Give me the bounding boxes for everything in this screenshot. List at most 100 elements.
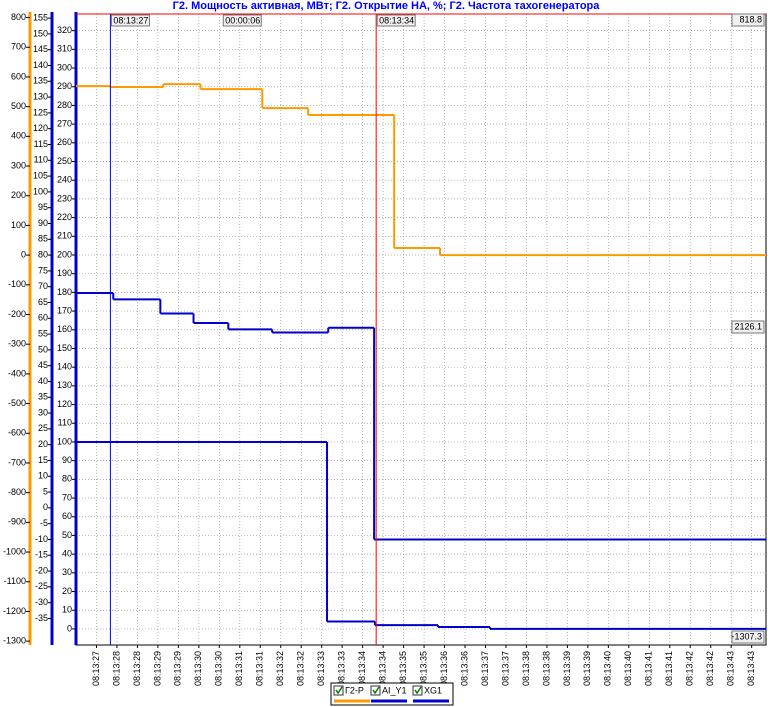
- x-tick-label: 08:13:31: [255, 651, 265, 686]
- y-tick-label: 85: [38, 234, 48, 244]
- y-tick-label: 80: [62, 474, 72, 484]
- x-tick-label: 08:13:42: [705, 651, 715, 686]
- y-tick-label: -1200: [3, 606, 26, 616]
- x-tick-label: 08:13:35: [398, 651, 408, 686]
- y-tick-label: 150: [33, 28, 48, 38]
- x-tick-label: 08:13:34: [377, 651, 387, 686]
- y-tick-label: 155: [33, 12, 48, 22]
- legend-label: AI_Y1: [382, 685, 407, 695]
- y-tick-label: 250: [57, 156, 72, 166]
- y-tick-label: 180: [57, 287, 72, 297]
- y-tick-label: 70: [62, 492, 72, 502]
- y-tick-label: 260: [57, 137, 72, 147]
- readout: -1307.3: [731, 631, 762, 641]
- y-tick-label: 120: [57, 399, 72, 409]
- y-tick-label: 15: [38, 455, 48, 465]
- y-tick-label: 10: [38, 471, 48, 481]
- legend-check: [414, 686, 422, 695]
- y-tick-label: -600: [8, 428, 26, 438]
- y-tick-label: 20: [38, 439, 48, 449]
- y-tick-label: 65: [38, 297, 48, 307]
- legend-label: Г2-P: [345, 685, 364, 695]
- y-tick-label: 35: [38, 392, 48, 402]
- y-tick-label: 0: [67, 623, 72, 633]
- y-tick-label: 70: [38, 281, 48, 291]
- y-tick-label: 125: [33, 107, 48, 117]
- x-tick-label: 08:13:37: [500, 651, 510, 686]
- legend-label: XG1: [424, 685, 442, 695]
- x-tick-label: 08:13:34: [357, 651, 367, 686]
- x-tick-label: 08:13:36: [459, 651, 469, 686]
- y-tick-label: -500: [8, 398, 26, 408]
- y-tick-label: -10: [35, 534, 48, 544]
- legend-check: [335, 686, 343, 695]
- y-tick-label: 45: [38, 360, 48, 370]
- y-tick-label: 50: [62, 530, 72, 540]
- y-tick-label: 230: [57, 193, 72, 203]
- y-tick-label: 105: [33, 170, 48, 180]
- x-tick-label: 08:13:43: [746, 651, 756, 686]
- y-tick-label: 95: [38, 202, 48, 212]
- y-tick-label: 40: [62, 549, 72, 559]
- y-tick-label: 20: [62, 586, 72, 596]
- x-tick-label: 08:13:40: [603, 651, 613, 686]
- legend-check: [372, 686, 380, 695]
- cursor-label-box: [110, 14, 150, 27]
- y-tick-label: 310: [57, 44, 72, 54]
- y-tick-label: 110: [58, 418, 72, 428]
- x-tick-label: 08:13:33: [316, 651, 326, 686]
- y-tick-label: 0: [21, 249, 26, 259]
- chart-title: Г2. Мощность активная, МВт; Г2. Открытие…: [173, 0, 601, 12]
- y-tick-label: 800: [11, 12, 26, 22]
- readout-box: [731, 630, 765, 644]
- y-tick-label: 50: [38, 344, 48, 354]
- cursor-delta: 00:00:06: [225, 15, 260, 25]
- x-tick-label: 08:13:41: [664, 651, 674, 686]
- x-tick-label: 08:13:36: [439, 651, 449, 686]
- y-tick-label: 55: [38, 328, 48, 338]
- cursor-label: 08:13:34: [379, 15, 414, 25]
- x-tick-label: 08:13:35: [418, 651, 428, 686]
- y-tick-label: 170: [57, 305, 72, 315]
- y-tick-label: 120: [33, 123, 48, 133]
- y-tick-label: 130: [57, 380, 72, 390]
- y-tick-label: 40: [38, 376, 48, 386]
- y-tick-label: 200: [57, 249, 72, 259]
- legend-checkbox: [412, 685, 423, 696]
- y-tick-label: 500: [11, 101, 26, 111]
- x-tick-label: 08:13:30: [214, 651, 224, 686]
- y-tick-label: 280: [57, 100, 72, 110]
- x-tick-label: 08:13:38: [521, 651, 531, 686]
- x-tick-label: 08:13:28: [132, 651, 142, 686]
- y-tick-label: -1000: [3, 546, 26, 556]
- y-tick-label: -5: [40, 518, 48, 528]
- cursor-label-box: [376, 14, 416, 27]
- x-tick-label: 08:13:32: [275, 651, 285, 686]
- y-tick-label: 700: [11, 42, 26, 52]
- x-tick-label: 08:13:28: [111, 651, 121, 686]
- y-tick-label: 25: [38, 423, 48, 433]
- y-tick-label: 200: [11, 190, 26, 200]
- y-tick-label: 300: [57, 62, 72, 72]
- y-tick-label: 60: [38, 313, 48, 323]
- readout: 818.8: [739, 14, 762, 24]
- y-tick-label: -200: [8, 309, 26, 319]
- y-tick-label: -800: [8, 487, 26, 497]
- x-tick-label: 08:13:39: [562, 651, 572, 686]
- cursor-delta-box: [222, 14, 262, 27]
- x-tick-label: 08:13:43: [726, 651, 736, 686]
- y-tick-label: 140: [57, 362, 72, 372]
- y-tick-label: 110: [34, 155, 48, 165]
- y-tick-label: 60: [62, 511, 72, 521]
- x-tick-label: 08:13:41: [644, 651, 654, 686]
- y-tick-label: 190: [57, 268, 72, 278]
- y-tick-label: 75: [38, 265, 48, 275]
- x-tick-label: 08:13:38: [541, 651, 551, 686]
- y-tick-label: -1100: [4, 576, 26, 586]
- y-tick-label: 290: [57, 81, 72, 91]
- y-tick-label: -1300: [3, 636, 26, 646]
- y-tick-label: -100: [8, 279, 26, 289]
- y-tick-label: 30: [62, 567, 72, 577]
- y-tick-label: 10: [62, 605, 72, 615]
- y-tick-label: 0: [43, 502, 48, 512]
